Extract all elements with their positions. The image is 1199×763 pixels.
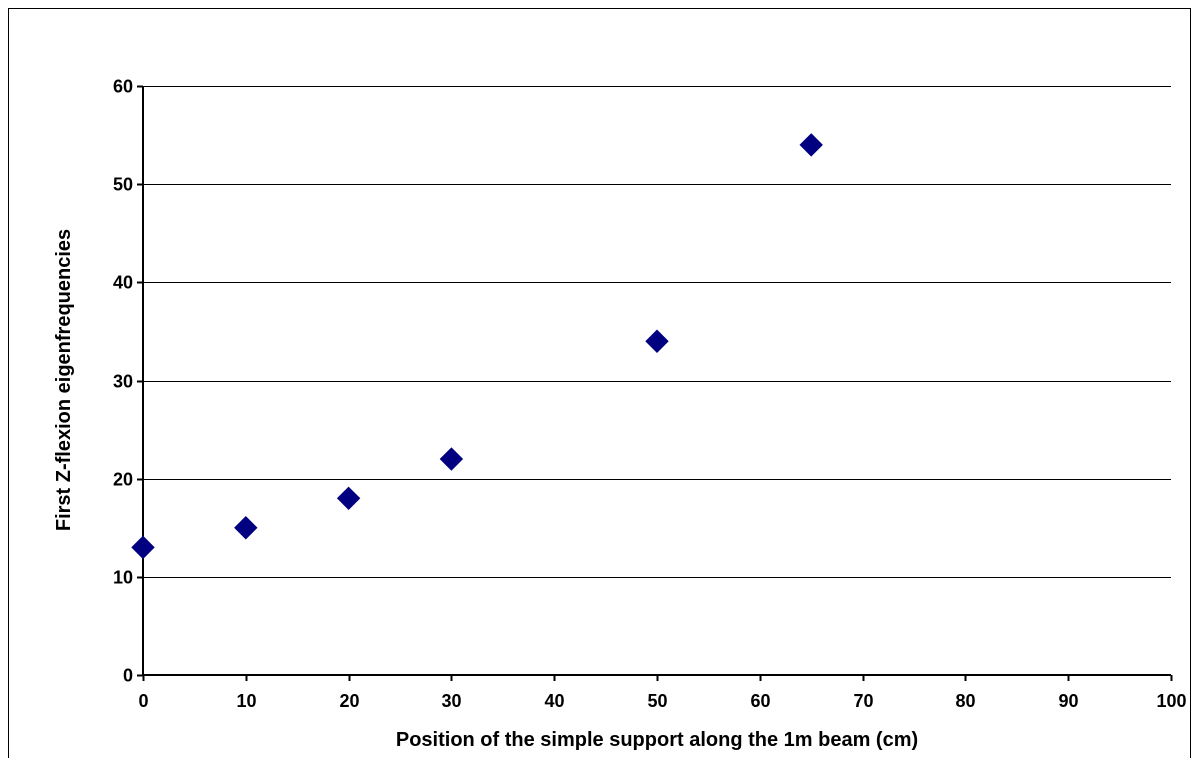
y-tick-labels: 0 10 20 30 40 50 60 bbox=[113, 77, 133, 686]
x-tick-label-20: 20 bbox=[339, 691, 359, 711]
y-tick-label-20: 20 bbox=[113, 470, 133, 490]
x-tick-label-0: 0 bbox=[138, 691, 148, 711]
data-point-0-0 bbox=[131, 535, 155, 560]
data-points bbox=[131, 133, 823, 560]
x-axis-title: Position of the simple support along the… bbox=[396, 729, 918, 751]
x-tick-label-100: 100 bbox=[1156, 691, 1186, 711]
x-tick-label-50: 50 bbox=[647, 691, 667, 711]
y-tick-label-40: 40 bbox=[113, 273, 133, 293]
data-point-0-2 bbox=[336, 486, 361, 511]
x-tick-label-80: 80 bbox=[955, 691, 975, 711]
x-tick-label-60: 60 bbox=[750, 691, 770, 711]
y-axis-title: First Z-flexion eigenfrequencies bbox=[53, 229, 75, 531]
y-tick-label-10: 10 bbox=[113, 568, 133, 588]
data-point-0-1 bbox=[234, 516, 258, 540]
x-tick-label-10: 10 bbox=[236, 691, 256, 711]
y-tick-label-0: 0 bbox=[123, 666, 133, 686]
y-tick-label-50: 50 bbox=[113, 175, 133, 195]
x-tick-labels: 0 10 20 30 40 50 60 70 80 90 100 bbox=[138, 691, 1186, 711]
data-point-0-3 bbox=[439, 447, 464, 471]
y-tick-label-60: 60 bbox=[113, 77, 133, 97]
x-tick-label-30: 30 bbox=[441, 691, 461, 711]
grid-lines bbox=[143, 86, 1171, 578]
y-tick-label-30: 30 bbox=[113, 372, 133, 392]
x-tick-label-70: 70 bbox=[853, 691, 873, 711]
x-tick-label-90: 90 bbox=[1058, 691, 1078, 711]
chart-border bbox=[8, 8, 1191, 763]
data-point-0-5 bbox=[799, 133, 823, 157]
axes bbox=[137, 85, 1173, 681]
x-tick-label-40: 40 bbox=[544, 691, 564, 711]
data-point-0-4 bbox=[645, 329, 669, 353]
